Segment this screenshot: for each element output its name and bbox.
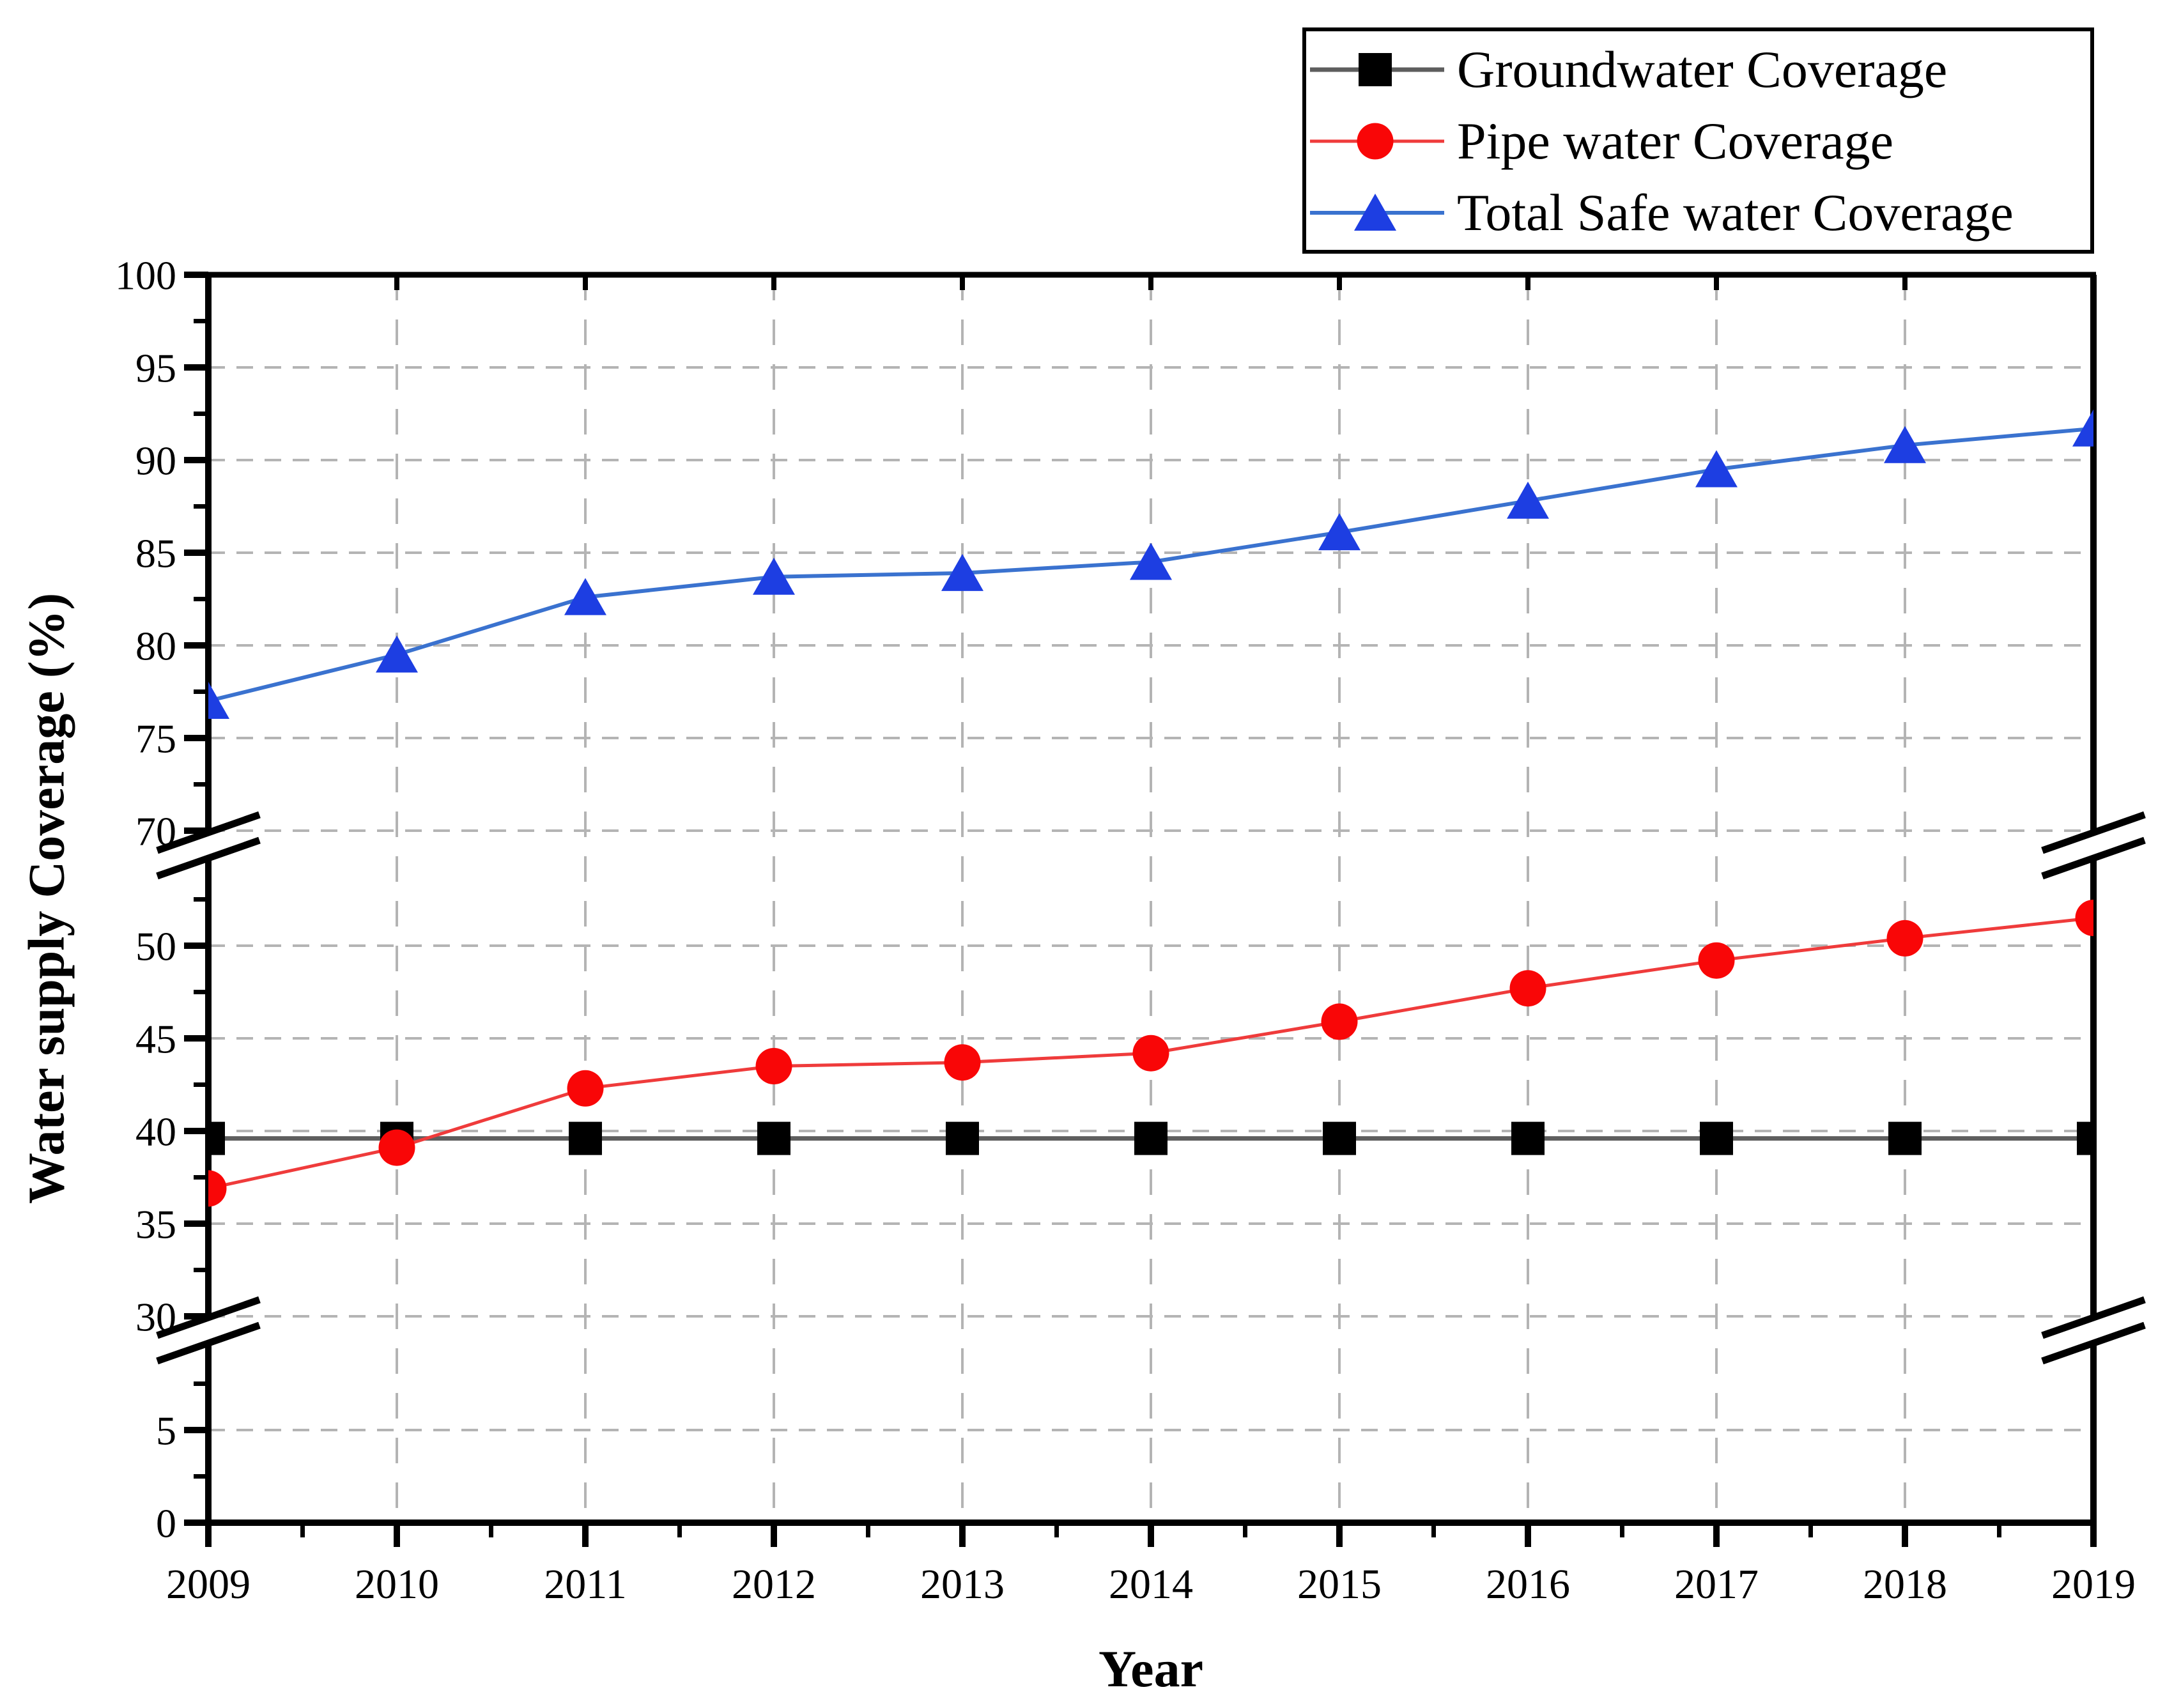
data-point-marker [941,553,983,591]
data-point-marker [567,1070,604,1107]
x-tick-label: 2016 [1486,1561,1570,1608]
legend-item-label: Total Safe water Coverage [1457,183,2014,242]
legend-marker-square-icon [1310,53,1444,86]
x-tick-label: 2018 [1863,1561,1947,1608]
y-tick-label: 0 [156,1500,176,1546]
legend-item-pipe-water: Pipe water Coverage [1306,105,2090,177]
legend-marker-triangle-icon [1310,194,1444,231]
data-point-marker [755,1048,792,1084]
data-point-marker [753,557,795,595]
x-tick-label: 2019 [2051,1561,2136,1608]
x-axis-title: Year [1098,1640,1203,1698]
data-point-marker [1886,919,1923,957]
y-tick-label: 75 [135,716,176,761]
x-tick-labels: 2009 2010 2011 2012 2013 2014 2015 2016 2017 2018… [166,1561,2136,1608]
legend-item-total-safe-water: Total Safe water Coverage [1306,177,2090,249]
axis-break-slash [2041,1321,2146,1365]
axis-break-slash [2041,811,2146,854]
data-point-marker [1888,1121,1922,1155]
y-tick-label: 85 [135,530,176,576]
axis-break-slash [156,1321,261,1365]
legend-marker-circle-icon [1310,123,1444,160]
axis-ticks [184,272,2097,1547]
data-point-marker [564,578,606,615]
series-layer [208,409,2093,1207]
data-point-marker [1511,1121,1545,1155]
legend-item-label: Groundwater Coverage [1457,40,1948,98]
y-tick-label: 50 [135,923,176,969]
axis-break-slash [2041,836,2146,880]
y-tick-label: 5 [156,1408,176,1453]
legend-square-glyph [1359,53,1392,86]
data-point-marker [757,1121,790,1155]
data-point-marker [1695,450,1738,488]
data-point-marker [1884,426,1926,463]
y-tick-label: 45 [135,1016,176,1061]
x-tick-label: 2009 [166,1561,250,1608]
y-tick-label: 100 [115,252,176,298]
legend-item-label: Pipe water Coverage [1457,112,1894,170]
axis-break-slash [156,1296,261,1339]
data-point-marker [208,1170,227,1207]
data-point-marker [1130,542,1172,580]
data-point-marker [1134,1121,1168,1155]
x-tick-label: 2012 [732,1561,816,1608]
y-tick-labels: 0 5 30 35 40 45 50 70 75 80 85 90 95 100 [115,252,176,1546]
data-point-marker [1321,1003,1358,1040]
data-point-marker [1132,1035,1169,1072]
legend-item-groundwater: Groundwater Coverage [1306,34,2090,105]
legend-circle-glyph [1357,123,1394,160]
x-tick-label: 2011 [544,1561,627,1608]
data-point-marker [1700,1121,1733,1155]
legend: Groundwater Coverage Pipe water Coverage… [1302,27,2094,254]
x-tick-label: 2014 [1109,1561,1193,1608]
x-tick-label: 2010 [355,1561,439,1608]
data-point-marker [1318,513,1360,551]
series-pipe-water-coverage [208,900,2093,1207]
data-point-marker [2075,900,2093,936]
series-total-safe-water-coverage [208,409,2093,719]
data-point-marker [946,1121,979,1155]
data-point-marker [208,682,229,719]
axis-break-marks [156,811,2146,1365]
axis-break-slash [2041,1296,2146,1339]
x-tick-label: 2015 [1297,1561,1382,1608]
x-tick-label: 2013 [920,1561,1005,1608]
data-point-marker [2077,1121,2093,1155]
y-tick-label: 70 [135,808,176,854]
data-point-marker [208,1121,225,1155]
y-tick-label: 95 [135,345,176,390]
data-point-marker [2072,409,2093,447]
axis-break-slash [156,836,261,880]
y-tick-label: 80 [135,623,176,668]
data-point-marker [1507,481,1549,519]
legend-triangle-glyph [1354,194,1396,231]
y-tick-label: 40 [135,1109,176,1154]
data-point-marker [1323,1121,1356,1155]
series-groundwater-coverage [208,1121,2093,1155]
data-point-marker [378,1129,415,1166]
data-point-marker [1509,970,1546,1007]
data-point-marker [569,1121,602,1155]
x-tick-label: 2017 [1674,1561,1759,1608]
data-point-marker [1698,942,1735,979]
data-point-marker [376,635,418,673]
axis-break-slash [156,811,261,854]
y-tick-label: 35 [135,1201,176,1247]
y-tick-label: 30 [135,1294,176,1339]
data-point-marker [944,1044,981,1081]
y-tick-label: 90 [135,438,176,483]
y-axis-title: Water supply Coverage (%) [19,592,75,1204]
